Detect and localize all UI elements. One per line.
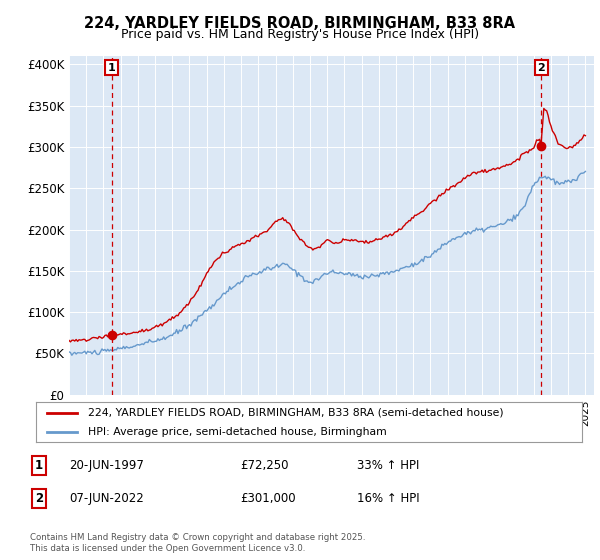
Text: Contains HM Land Registry data © Crown copyright and database right 2025.
This d: Contains HM Land Registry data © Crown c… — [30, 533, 365, 553]
Text: 1: 1 — [35, 459, 43, 473]
Text: 224, YARDLEY FIELDS ROAD, BIRMINGHAM, B33 8RA (semi-detached house): 224, YARDLEY FIELDS ROAD, BIRMINGHAM, B3… — [88, 408, 503, 418]
Text: 1: 1 — [107, 63, 115, 73]
Text: 2: 2 — [537, 63, 545, 73]
Text: HPI: Average price, semi-detached house, Birmingham: HPI: Average price, semi-detached house,… — [88, 427, 386, 436]
Text: 224, YARDLEY FIELDS ROAD, BIRMINGHAM, B33 8RA: 224, YARDLEY FIELDS ROAD, BIRMINGHAM, B3… — [85, 16, 515, 31]
Text: £301,000: £301,000 — [240, 492, 296, 505]
Text: Price paid vs. HM Land Registry's House Price Index (HPI): Price paid vs. HM Land Registry's House … — [121, 28, 479, 41]
Text: 20-JUN-1997: 20-JUN-1997 — [69, 459, 144, 473]
Text: 07-JUN-2022: 07-JUN-2022 — [69, 492, 144, 505]
Text: 2: 2 — [35, 492, 43, 505]
Text: 33% ↑ HPI: 33% ↑ HPI — [357, 459, 419, 473]
Text: 16% ↑ HPI: 16% ↑ HPI — [357, 492, 419, 505]
Text: £72,250: £72,250 — [240, 459, 289, 473]
